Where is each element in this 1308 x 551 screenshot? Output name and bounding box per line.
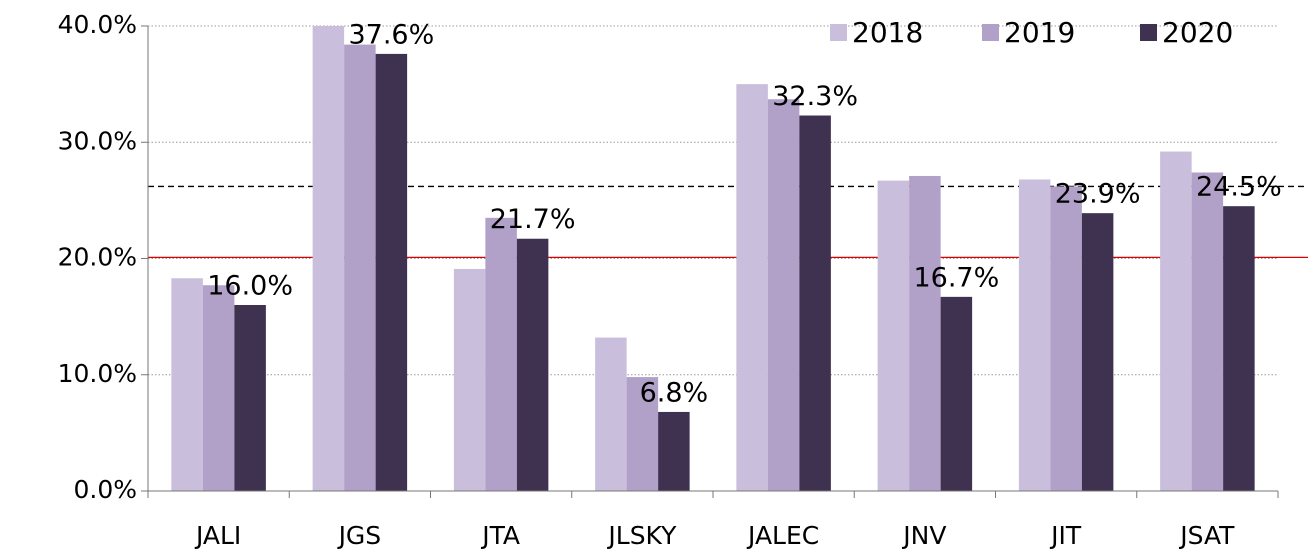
x-tick-label: JSAT <box>1178 521 1235 550</box>
y-tick-label: 40.0% <box>58 10 137 39</box>
bar <box>344 44 376 491</box>
data-label: 16.7% <box>913 262 999 293</box>
bar <box>658 411 690 491</box>
y-tick-label: 0.0% <box>73 475 137 504</box>
bar <box>312 26 345 491</box>
bar <box>909 175 941 491</box>
x-tick-label: JNV <box>901 521 946 550</box>
bar <box>1050 186 1082 492</box>
legend-label: 2018 <box>852 16 923 49</box>
data-label: 24.5% <box>1196 172 1282 203</box>
bar <box>736 84 768 491</box>
bar <box>1223 206 1255 491</box>
bar <box>1018 179 1051 491</box>
x-tick-label: JTA <box>480 521 520 550</box>
bar <box>877 180 910 492</box>
legend-swatch <box>1140 24 1157 41</box>
data-label: 6.8% <box>640 377 709 408</box>
x-tick-label: JALEC <box>746 521 819 550</box>
data-label: 23.9% <box>1055 179 1141 210</box>
bar <box>1081 213 1114 491</box>
bar <box>940 296 973 491</box>
bar <box>234 305 266 491</box>
data-label: 37.6% <box>348 19 434 50</box>
y-tick-label: 10.0% <box>58 359 137 388</box>
data-label: 21.7% <box>490 204 576 235</box>
bar <box>202 285 235 491</box>
legend-swatch <box>830 24 847 41</box>
legend-label: 2020 <box>1162 16 1233 49</box>
bar <box>626 377 659 491</box>
legend-swatch <box>982 24 999 41</box>
bar <box>375 53 408 492</box>
data-label: 16.0% <box>207 271 293 302</box>
bar <box>171 278 203 491</box>
data-label: 32.3% <box>772 81 858 112</box>
bar <box>767 99 800 492</box>
legend-label: 2019 <box>1004 16 1075 49</box>
bar <box>799 115 831 491</box>
bar <box>595 337 627 491</box>
x-tick-label: JIT <box>1049 521 1082 550</box>
x-tick-label: JGS <box>337 521 382 550</box>
bar <box>516 238 549 491</box>
bar <box>485 217 517 491</box>
x-tick-label: JALI <box>194 521 241 550</box>
x-tick-label: JLSKY <box>606 521 677 550</box>
bar <box>1160 151 1192 492</box>
bar <box>453 268 486 491</box>
y-tick-label: 30.0% <box>58 126 137 155</box>
bar <box>1191 172 1224 491</box>
y-tick-label: 20.0% <box>58 243 137 272</box>
